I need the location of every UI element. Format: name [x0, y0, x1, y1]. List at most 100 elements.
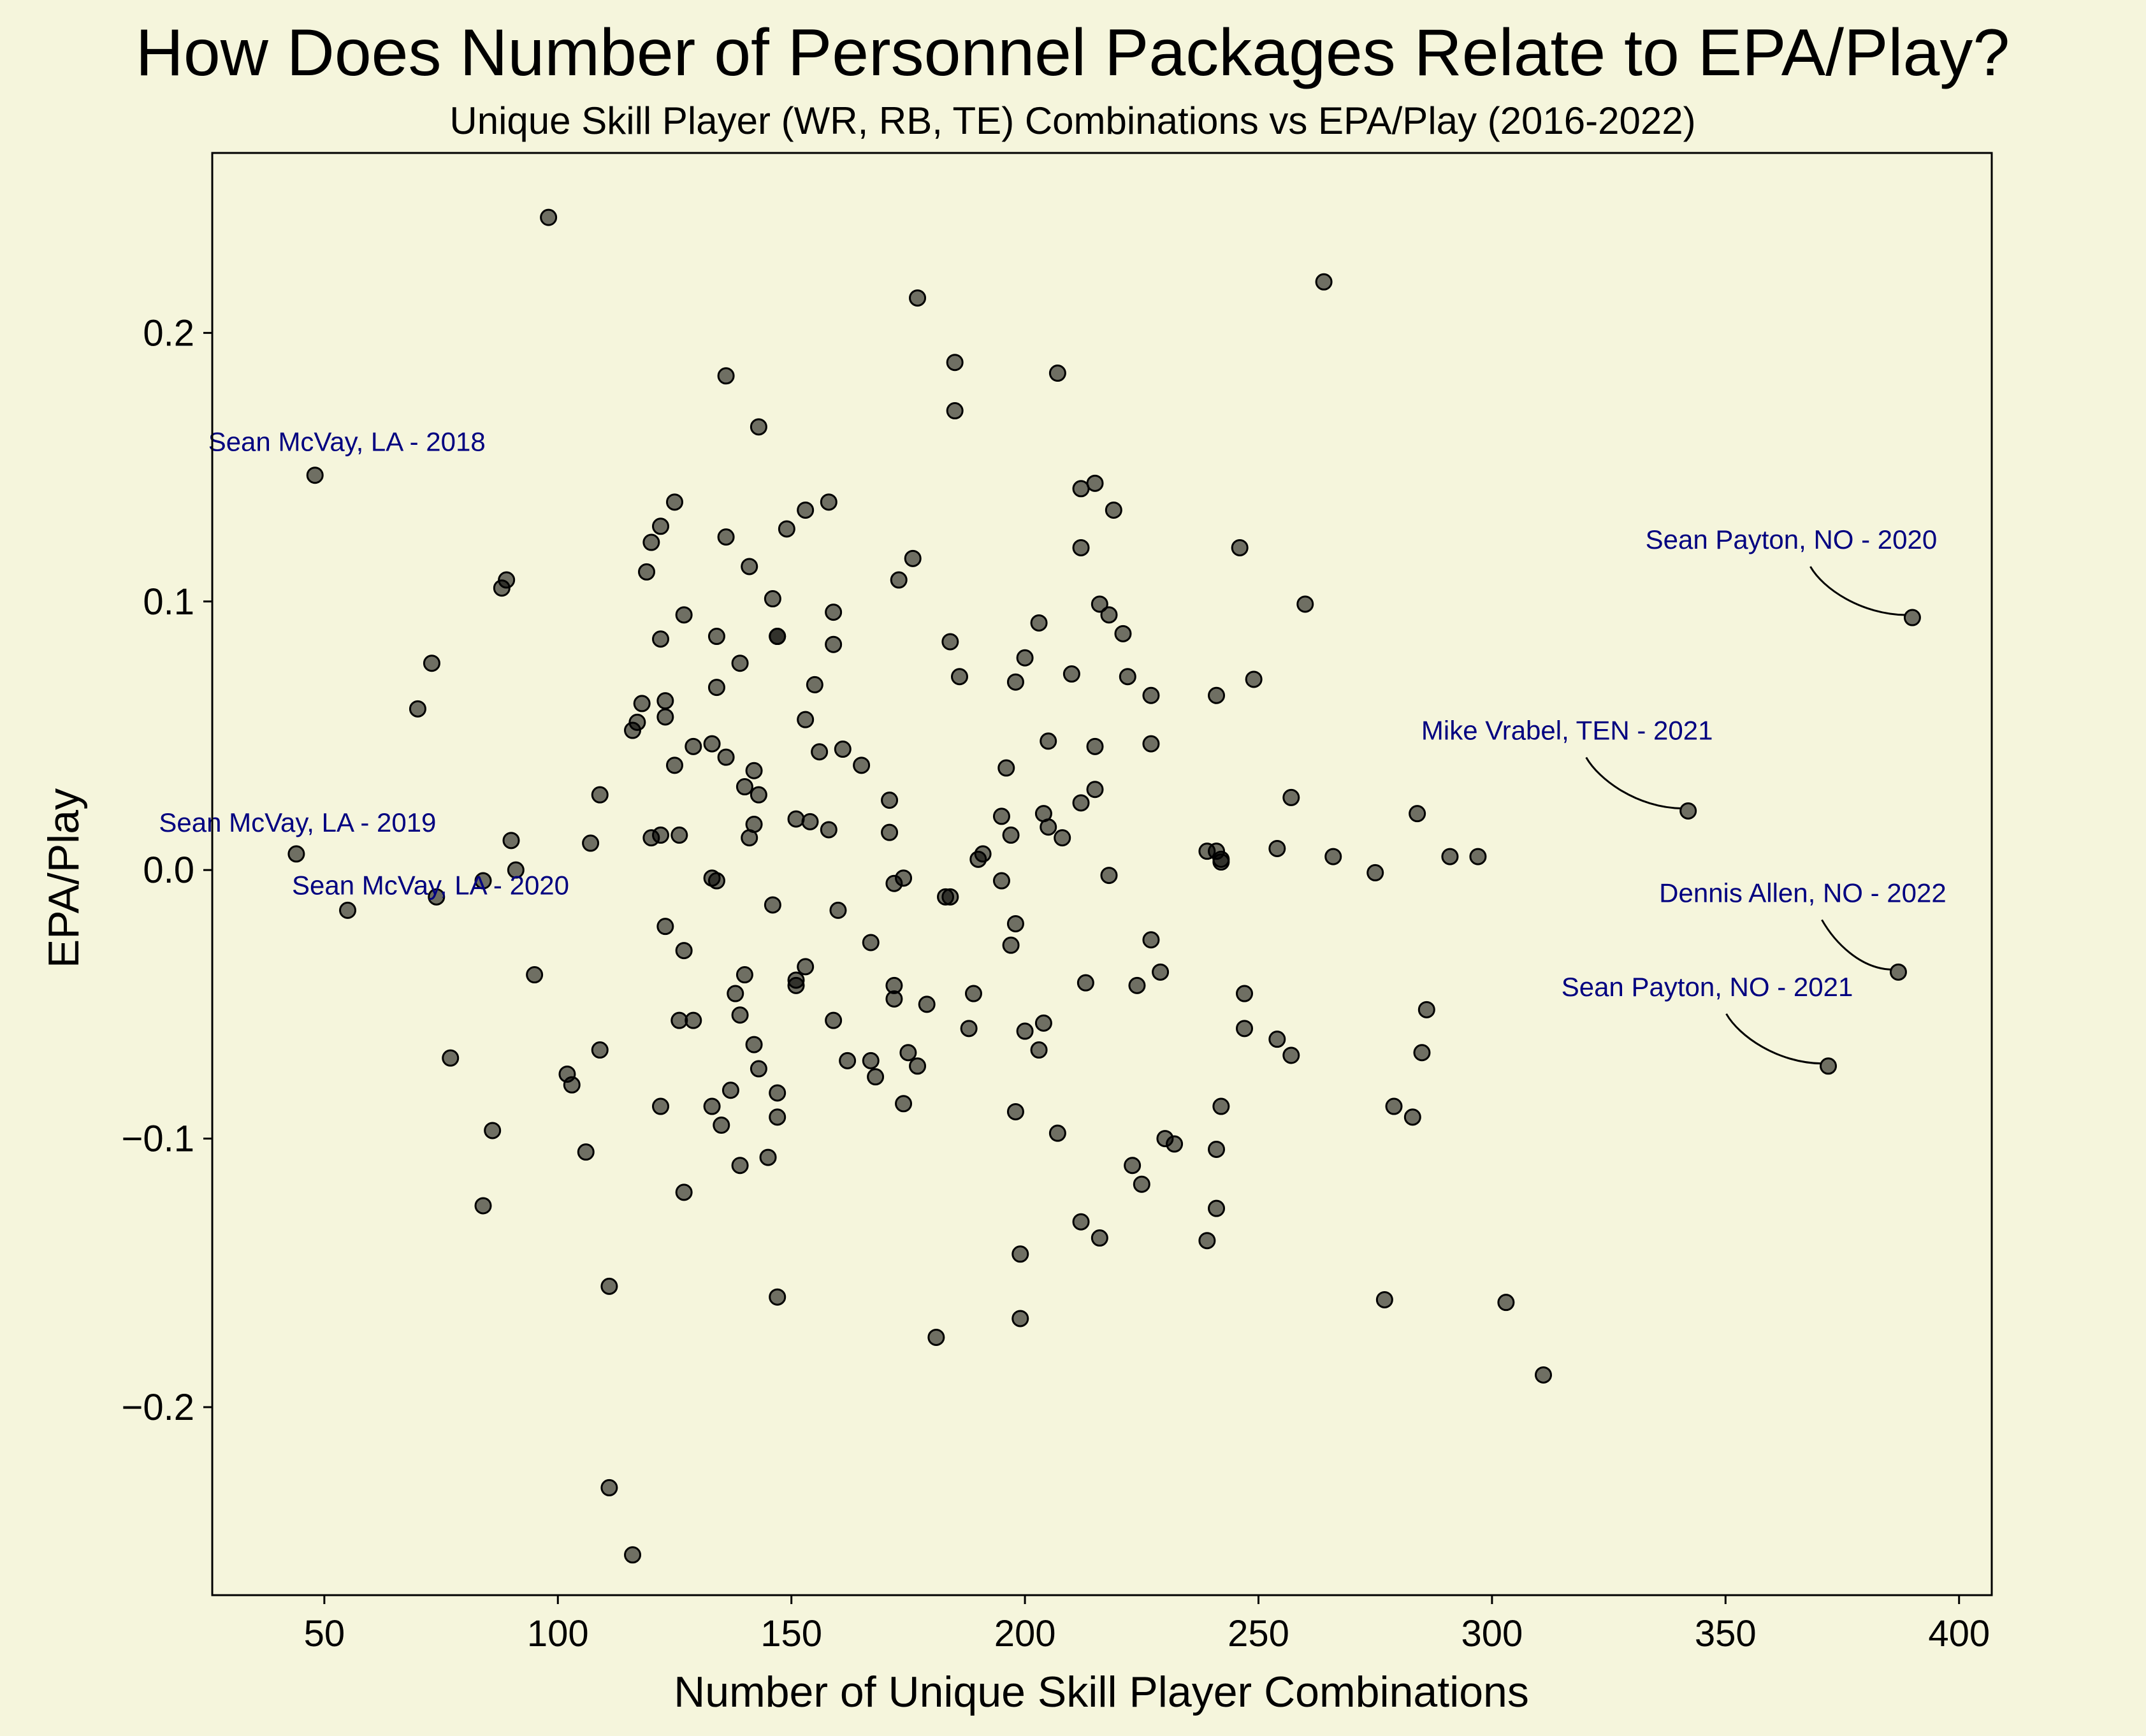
- data-point: [1048, 365, 1066, 382]
- data-point: [707, 628, 725, 646]
- data-point: [624, 1546, 642, 1564]
- data-point: [651, 630, 669, 648]
- data-point: [950, 668, 968, 686]
- data-point: [853, 756, 871, 774]
- x-tick-label: 350: [1695, 1613, 1757, 1654]
- data-point: [769, 1288, 787, 1306]
- data-point: [484, 1122, 502, 1139]
- annotation-arrow: [1821, 919, 1892, 971]
- data-point: [1375, 1291, 1393, 1308]
- data-point: [600, 1277, 618, 1295]
- data-point: [656, 708, 674, 726]
- y-axis-label: EPA/Play: [40, 788, 88, 968]
- data-point: [1128, 976, 1146, 994]
- data-point: [671, 1011, 688, 1029]
- data-point: [1077, 974, 1094, 992]
- data-point: [839, 1052, 857, 1069]
- data-point: [1002, 936, 1020, 954]
- data-point: [769, 628, 787, 646]
- data-point: [582, 834, 600, 852]
- data-point: [1315, 273, 1333, 291]
- data-point: [717, 367, 735, 385]
- data-point: [904, 549, 922, 567]
- annotation-label: Mike Vrabel, TEN - 2021: [1421, 715, 1713, 745]
- data-point: [685, 737, 702, 755]
- data-point: [1268, 1031, 1286, 1048]
- data-point: [1889, 963, 1907, 981]
- data-point: [1324, 848, 1342, 865]
- data-point: [801, 813, 819, 830]
- data-point: [717, 528, 735, 546]
- plot-area-frame: [211, 152, 1993, 1596]
- data-point: [750, 786, 767, 804]
- data-point: [825, 604, 843, 621]
- data-point: [1072, 794, 1090, 812]
- annotation-label: Sean McVay, LA - 2020: [292, 870, 569, 900]
- data-point: [1011, 1310, 1029, 1327]
- data-point: [1048, 1124, 1066, 1142]
- data-point: [825, 1011, 843, 1029]
- annotation-arrow: [1585, 756, 1682, 809]
- data-point: [736, 966, 753, 984]
- data-point: [1441, 848, 1459, 865]
- data-point: [787, 810, 805, 828]
- data-point: [502, 832, 520, 850]
- chart-subtitle: Unique Skill Player (WR, RB, TE) Combina…: [449, 99, 1695, 142]
- data-point: [339, 901, 357, 919]
- data-point: [787, 976, 805, 994]
- data-point: [1142, 735, 1160, 753]
- data-point: [507, 861, 525, 879]
- data-point: [624, 721, 642, 739]
- annotation-label: Sean McVay, LA - 2018: [208, 427, 486, 457]
- data-point: [745, 762, 763, 779]
- data-point: [769, 1108, 787, 1126]
- data-points: [287, 208, 1921, 1564]
- data-point: [306, 467, 324, 484]
- data-point: [862, 934, 880, 951]
- x-tick-label: 400: [1928, 1613, 1990, 1654]
- y-tick-label: 0.0: [143, 850, 194, 891]
- y-tick-label: −0.2: [122, 1387, 195, 1428]
- data-point: [1040, 732, 1057, 750]
- data-point: [1367, 864, 1384, 881]
- data-point: [1011, 1245, 1029, 1263]
- data-point: [797, 958, 815, 976]
- data-point: [1469, 848, 1487, 865]
- x-tick-label: 150: [760, 1613, 822, 1654]
- annotation-label: Sean Payton, NO - 2020: [1646, 524, 1938, 554]
- data-point: [1820, 1057, 1838, 1075]
- data-point: [1497, 1294, 1515, 1312]
- data-point: [797, 711, 815, 728]
- data-point: [1268, 839, 1286, 857]
- data-point: [526, 966, 544, 984]
- data-point: [759, 1148, 777, 1166]
- data-point: [540, 208, 558, 226]
- data-point: [1236, 985, 1254, 1002]
- data-point: [825, 635, 843, 653]
- data-point: [764, 896, 781, 914]
- data-point: [1034, 1014, 1052, 1032]
- data-point: [941, 633, 959, 651]
- data-point: [1091, 1229, 1108, 1247]
- data-point: [721, 1081, 739, 1099]
- x-tick-label: 200: [994, 1613, 1056, 1654]
- annotation-label: Sean Payton, NO - 2021: [1562, 972, 1853, 1002]
- data-point: [881, 823, 899, 841]
- data-point: [1091, 595, 1108, 613]
- data-point: [1903, 609, 1921, 626]
- data-point: [820, 493, 837, 511]
- data-point: [885, 874, 903, 892]
- data-point: [997, 759, 1015, 777]
- data-point: [731, 1006, 749, 1024]
- data-point: [713, 1117, 730, 1134]
- chart-title: How Does Number of Personnel Packages Re…: [136, 16, 2010, 90]
- data-point: [1105, 501, 1122, 519]
- data-point: [651, 1097, 669, 1115]
- data-point: [1208, 686, 1226, 704]
- data-point: [1072, 539, 1090, 556]
- axis-ticks: 50 100 150 200 250 300 350 400 −0.2 −0.1 0.0 0.1 0.2: [122, 312, 1990, 1654]
- data-point: [741, 558, 758, 575]
- data-point: [642, 829, 660, 847]
- annotation-label: Dennis Allen, NO - 2022: [1659, 878, 1947, 908]
- x-axis-label: Number of Unique Skill Player Combinatio…: [674, 1668, 1529, 1716]
